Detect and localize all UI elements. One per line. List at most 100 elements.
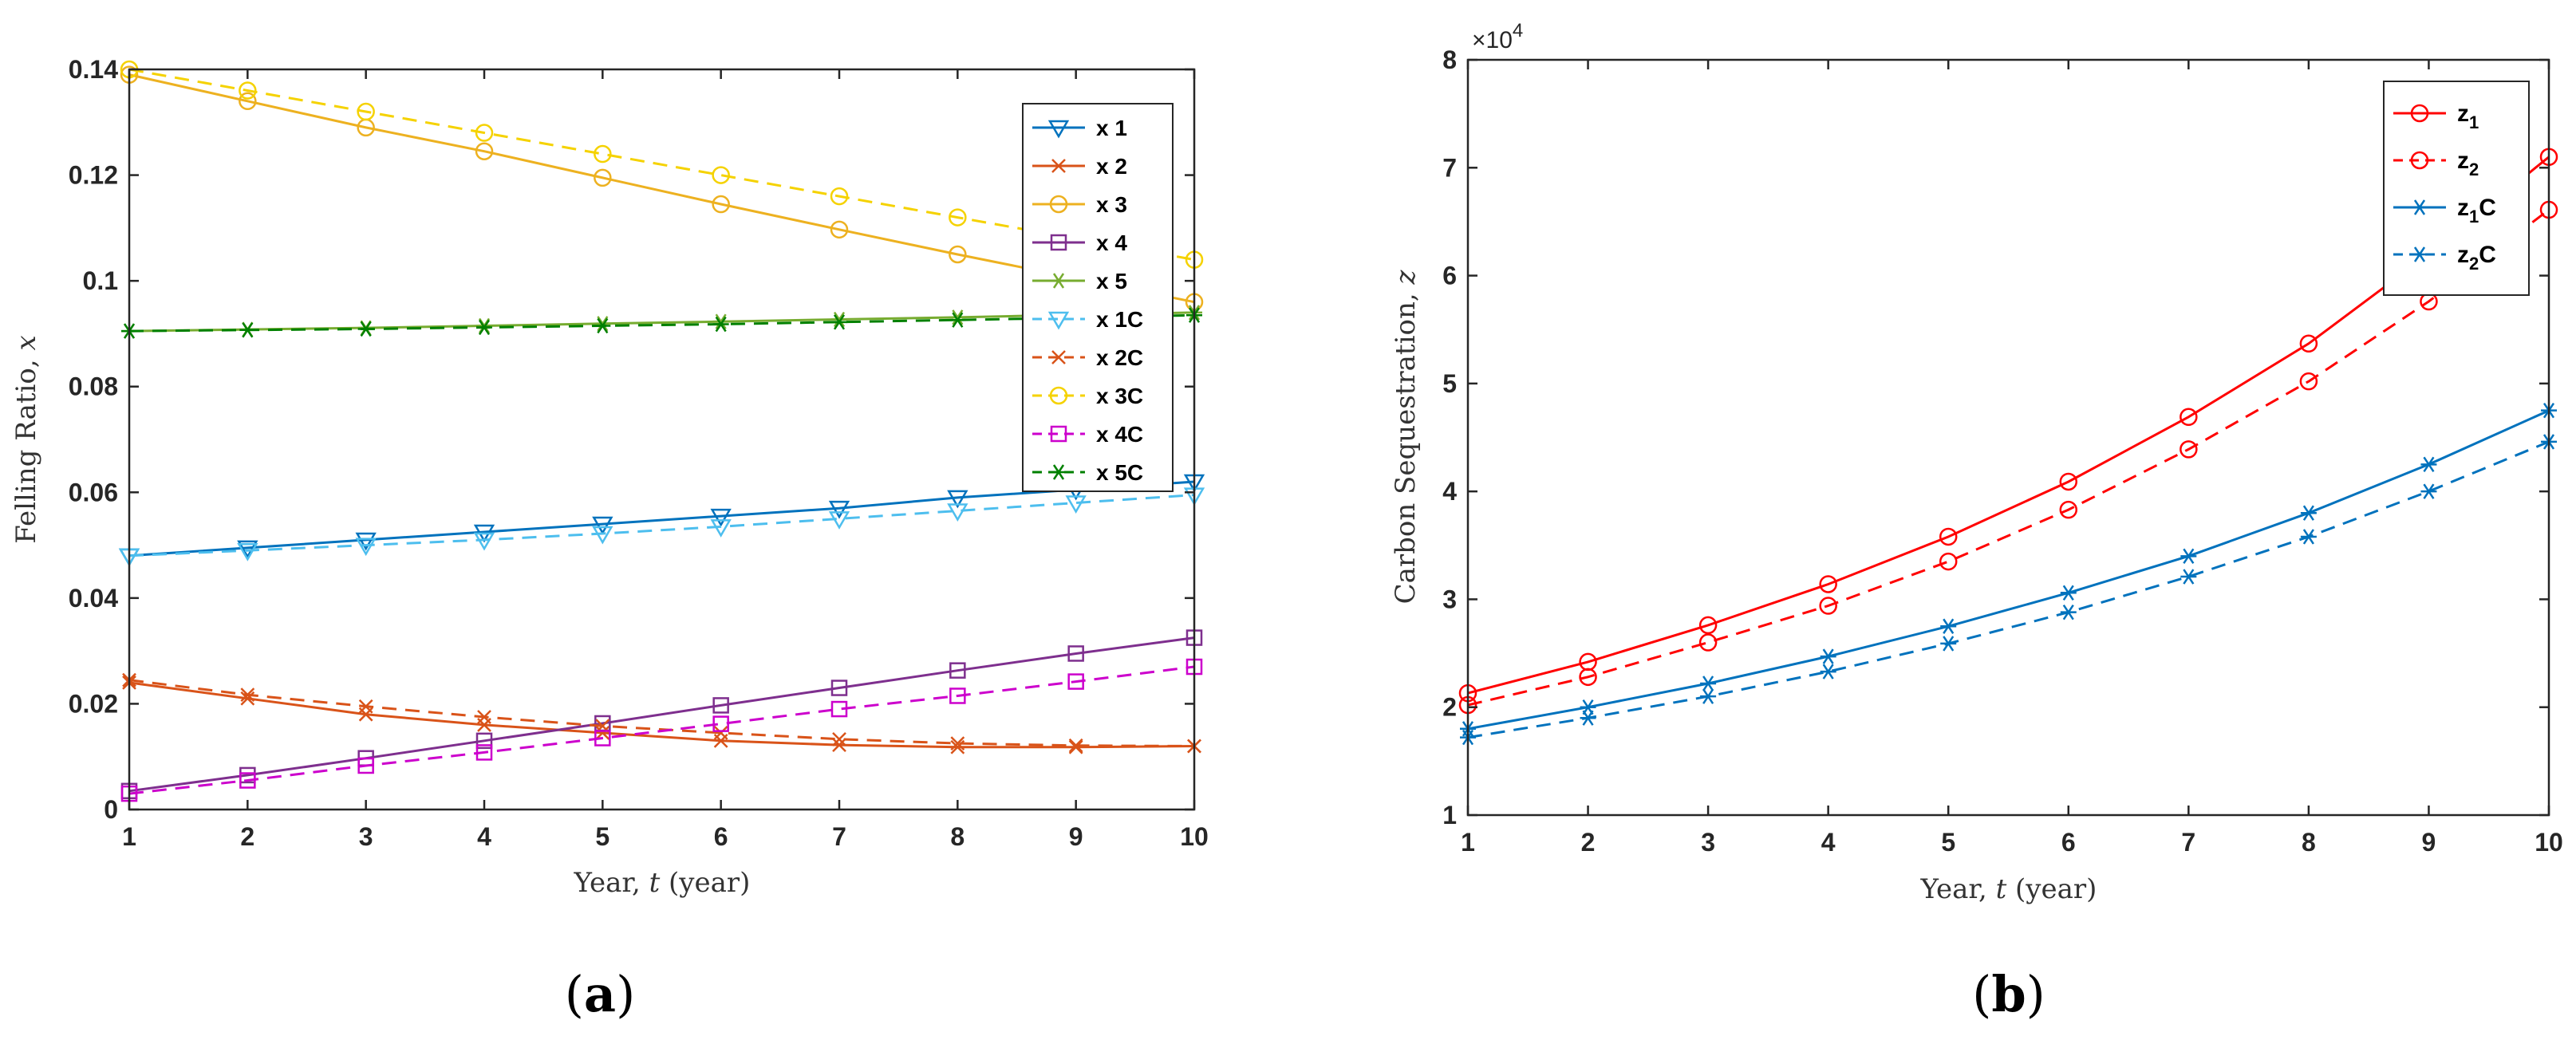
chart-a-series-6-point xyxy=(592,526,613,545)
chart-a-x-axis-label: Year, t (year) xyxy=(574,867,751,899)
chart-b-x-axis-label-var: t xyxy=(1996,873,2007,905)
chart-b-series-2-line xyxy=(1467,208,2550,707)
chart-a-series-6-point xyxy=(947,503,968,522)
chart-a-legend-item: x 3 xyxy=(1032,192,1127,217)
chart-a-legend-label: x 5 xyxy=(1096,269,1127,293)
chart-b-x-tick-label: 7 xyxy=(2181,828,2195,857)
chart-a-series-3-point xyxy=(949,245,967,264)
chart-a-legend-label: x 1 xyxy=(1096,116,1127,140)
chart-a: 0 0.02 0.04 0.06 0.08 0.1 0.12 0.14 1 2 3 4 5 6 7 8 9 10… xyxy=(10,55,1209,1023)
chart-a-series-8-point xyxy=(594,144,612,163)
chart-a-panel-label-letter: a xyxy=(584,965,616,1023)
chart-b-legend-item: z2C xyxy=(2393,242,2496,274)
chart-a-legend-label: x 4C xyxy=(1096,422,1143,447)
chart-b-x-tick-label: 10 xyxy=(2535,828,2563,857)
chart-a-legend-marker xyxy=(1051,350,1066,364)
chart-b-series-3-line xyxy=(1467,409,2550,731)
chart-a-series-9-point xyxy=(712,715,729,732)
chart-a-y-tick-label: 0.1 xyxy=(83,266,118,295)
chart-a-legend-marker xyxy=(1051,159,1066,173)
chart-a-y-tick-label: 0 xyxy=(104,795,118,824)
chart-b-series-3-point xyxy=(1700,676,1717,691)
chart-a-series-4-point xyxy=(1067,645,1084,662)
chart-a-series-7-point xyxy=(713,726,728,740)
chart-b-exponent-base: ×10 xyxy=(1472,27,1513,53)
chart-a-legend-marker xyxy=(1051,273,1067,289)
chart-a-legend-label: x 3 xyxy=(1096,192,1127,217)
chart-a-series-8-point xyxy=(475,124,494,142)
chart-b-series-4-point xyxy=(1820,664,1836,680)
chart-b-x-ticks: 1 2 3 4 5 6 7 8 9 10 xyxy=(1461,60,2563,857)
chart-b-series-4 xyxy=(1460,434,2557,746)
chart-a-legend-item: x 4 xyxy=(1032,230,1127,255)
chart-a-series-4-point xyxy=(475,732,493,750)
chart-a-legend-marker xyxy=(1047,120,1070,139)
chart-a-series-10-point xyxy=(239,322,256,338)
chart-a-legend-marker xyxy=(1051,464,1067,480)
chart-a-series-1-line xyxy=(128,480,1195,557)
chart-a-series-6-point xyxy=(473,532,495,551)
chart-b-series-2-point xyxy=(1939,552,1958,571)
chart-a-series-2-line xyxy=(128,681,1195,749)
chart-a-series-3-line xyxy=(128,73,1195,304)
chart-b-series-1-point xyxy=(1939,527,1958,546)
chart-b-y-tick-label: 2 xyxy=(1442,693,1457,722)
chart-a-y-ticks: 0 0.02 0.04 0.06 0.08 0.1 0.12 0.14 xyxy=(69,55,1194,824)
chart-b-series-3-point xyxy=(2180,548,2197,565)
chart-a-plot-area xyxy=(129,69,1194,810)
chart-a-x-tick-label: 9 xyxy=(1069,822,1083,851)
chart-a-series-7-point xyxy=(832,731,846,747)
chart-b-series-2-point xyxy=(1698,633,1718,652)
chart-b-series-4-point xyxy=(2060,604,2077,620)
chart-b-x-tick-label: 1 xyxy=(1461,828,1475,857)
chart-b-series-4-point xyxy=(1940,636,1957,652)
chart-a-series-1-point xyxy=(947,490,968,509)
chart-b-series-2 xyxy=(1458,200,2558,715)
chart-a-series-3-point xyxy=(239,92,257,111)
chart-a-legend-box xyxy=(1022,103,1174,492)
chart-b-series-2-point xyxy=(1579,668,1597,687)
chart-a-legend-marker xyxy=(1049,195,1068,214)
chart-b-legend-label-name: z xyxy=(2457,242,2469,268)
chart-a-series-10-point xyxy=(712,316,729,333)
chart-a-y-tick-label: 0.12 xyxy=(69,161,118,190)
chart-a-legend-label: x 3C xyxy=(1096,384,1143,408)
chart-b-legend-label-name: z xyxy=(2457,148,2469,174)
chart-a-y-tick-label: 0.08 xyxy=(69,372,118,401)
chart-b-y-tick-label: 8 xyxy=(1442,45,1457,74)
chart-a-series-4-point xyxy=(949,662,966,679)
chart-a-series-9-point xyxy=(830,700,848,718)
chart-a-legend-item: x 4C xyxy=(1032,422,1143,447)
chart-b-series-1-point xyxy=(1698,616,1718,635)
chart-b-series-4-point xyxy=(1580,710,1596,726)
chart-a-series-10-line xyxy=(128,313,1195,333)
chart-b-series-3-point xyxy=(1940,618,1957,634)
chart-a-series-6-point xyxy=(355,538,377,557)
chart-b-legend-label-name: z xyxy=(2457,195,2469,221)
chart-a-x-tick-label: 1 xyxy=(122,822,136,851)
chart-a-legend: x 1 x 2 x 3 x 4 x 5 x 1C x 2C x 3C x 4C x 5C xyxy=(1022,103,1174,492)
chart-b-y-tick-label: 7 xyxy=(1442,153,1457,182)
chart-b-x-tick-label: 4 xyxy=(1821,828,1836,857)
chart-a-y-tick-label: 0.02 xyxy=(69,689,118,718)
chart-a-series-9-point xyxy=(357,757,374,774)
chart-b-legend-label: z2C xyxy=(2457,242,2496,274)
chart-a-legend-item: x 2 xyxy=(1032,154,1127,179)
chart-b-exponent-label: ×104 xyxy=(1472,20,1523,53)
chart-b-x-tick-label: 5 xyxy=(1941,828,1955,857)
chart-a-x-tick-label: 7 xyxy=(832,822,846,851)
chart-b-series-4-point xyxy=(2300,529,2317,545)
chart-a-series-6-point xyxy=(1065,495,1087,514)
chart-b-legend-label-sub: 2 xyxy=(2469,160,2479,179)
chart-a-legend-marker xyxy=(1050,234,1067,251)
chart-b-legend-label: z1 xyxy=(2457,100,2479,132)
chart-b-exponent-power: 4 xyxy=(1513,20,1523,41)
chart-a-series-4-point xyxy=(712,697,729,714)
chart-a-y-tick-label: 0.14 xyxy=(69,55,118,84)
chart-a-series-5-point xyxy=(831,311,847,328)
chart-b-y-tick-label: 3 xyxy=(1442,585,1457,613)
chart-a-legend-item: x 5 xyxy=(1032,269,1127,293)
chart-b-x-axis-label-unit: (year) xyxy=(2006,873,2097,905)
